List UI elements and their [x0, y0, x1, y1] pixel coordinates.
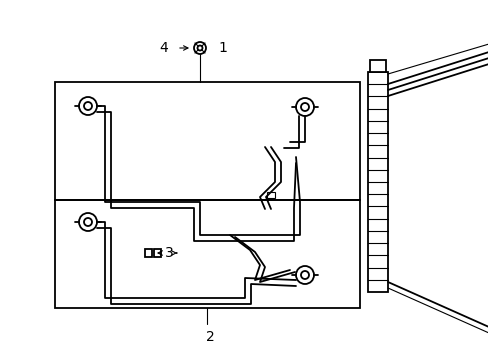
- Bar: [369, 60, 385, 72]
- Bar: [266, 192, 274, 198]
- Text: 2: 2: [205, 330, 214, 344]
- Text: 4: 4: [159, 41, 168, 55]
- Text: 3: 3: [164, 246, 173, 260]
- Bar: [367, 72, 387, 292]
- Bar: [55, 82, 359, 200]
- Text: 1: 1: [218, 41, 226, 55]
- Bar: [145, 249, 152, 257]
- Bar: [154, 249, 161, 257]
- Bar: [55, 200, 359, 308]
